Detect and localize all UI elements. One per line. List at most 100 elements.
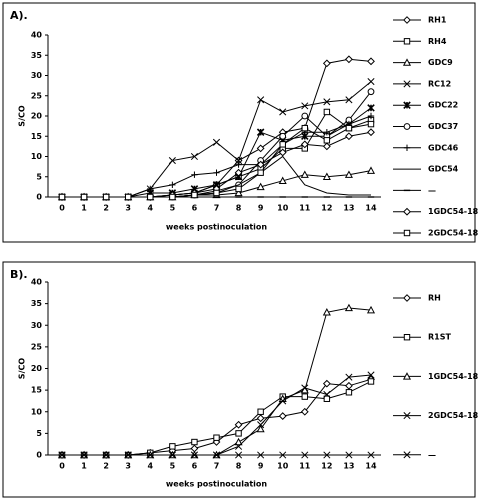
marker-shape bbox=[323, 451, 331, 459]
x-tick-label: 5 bbox=[170, 462, 176, 471]
data-point bbox=[256, 414, 265, 423]
data-point bbox=[58, 451, 66, 459]
marker-shape bbox=[402, 372, 412, 380]
data-point bbox=[234, 168, 243, 177]
marker-shape bbox=[257, 451, 265, 459]
data-point bbox=[344, 170, 353, 178]
marker-shape bbox=[403, 144, 411, 151]
y-tick-label: 25 bbox=[31, 342, 43, 351]
marker-shape bbox=[256, 182, 265, 191]
legend-marker bbox=[403, 16, 411, 24]
marker-shape bbox=[300, 170, 309, 178]
x-tick-label: 9 bbox=[258, 204, 264, 213]
legend-label: GDC22 bbox=[428, 101, 458, 110]
marker-shape bbox=[367, 104, 375, 112]
x-tick-label: 5 bbox=[170, 204, 176, 213]
marker-shape bbox=[403, 16, 411, 24]
data-point bbox=[323, 137, 331, 144]
marker-shape bbox=[366, 305, 376, 314]
data-point bbox=[58, 193, 66, 201]
marker-shape bbox=[367, 378, 375, 385]
data-point bbox=[345, 389, 353, 396]
data-point bbox=[367, 112, 375, 120]
marker-shape bbox=[322, 59, 331, 68]
marker-shape bbox=[58, 451, 66, 459]
y-axis-label: S/CO bbox=[18, 358, 27, 380]
data-point bbox=[345, 451, 353, 459]
y-tick-label: 15 bbox=[31, 386, 43, 395]
data-point bbox=[257, 451, 265, 459]
x-tick-label: 7 bbox=[214, 204, 220, 213]
x-tick-label: 6 bbox=[192, 462, 198, 471]
legend-marker bbox=[403, 123, 411, 130]
marker-shape bbox=[344, 170, 353, 178]
data-point bbox=[279, 451, 287, 459]
marker-shape bbox=[191, 171, 198, 178]
marker-shape bbox=[323, 108, 331, 116]
data-point bbox=[367, 378, 375, 385]
data-point bbox=[124, 451, 132, 459]
y-tick-label: 10 bbox=[31, 152, 43, 161]
x-tick-label: 3 bbox=[125, 462, 131, 471]
data-point bbox=[125, 193, 132, 201]
marker-shape bbox=[403, 101, 411, 109]
marker-shape bbox=[256, 414, 265, 423]
legend-marker bbox=[403, 334, 411, 341]
marker-shape bbox=[345, 381, 353, 390]
x-tick-label: 4 bbox=[147, 204, 153, 213]
data-point bbox=[235, 430, 242, 437]
legend-label: — bbox=[428, 186, 436, 195]
marker-shape bbox=[124, 451, 132, 459]
x-tick-label: 14 bbox=[365, 204, 377, 213]
marker-shape bbox=[367, 112, 375, 120]
data-point bbox=[344, 303, 353, 312]
marker-shape bbox=[213, 189, 220, 197]
marker-shape bbox=[235, 161, 242, 168]
legend-marker bbox=[403, 101, 411, 109]
data-point bbox=[147, 193, 154, 201]
data-point bbox=[102, 193, 110, 201]
data-point bbox=[300, 170, 309, 178]
data-point bbox=[256, 128, 265, 136]
series-line bbox=[62, 307, 372, 456]
marker-shape bbox=[278, 148, 287, 157]
x-tick-label: 10 bbox=[277, 462, 289, 471]
data-point bbox=[345, 381, 353, 390]
panel-frame bbox=[2, 2, 476, 243]
legend-marker bbox=[403, 412, 411, 420]
legend-label: GDC37 bbox=[428, 122, 458, 131]
marker-shape bbox=[345, 451, 353, 459]
marker-shape bbox=[367, 57, 375, 66]
legend-label: — bbox=[428, 450, 436, 459]
data-point bbox=[278, 176, 287, 184]
data-point bbox=[367, 88, 375, 96]
marker-shape bbox=[345, 373, 353, 381]
x-tick-label: 12 bbox=[321, 204, 332, 213]
data-point bbox=[169, 181, 176, 189]
x-tick-label: 6 bbox=[192, 204, 198, 213]
marker-shape bbox=[344, 303, 353, 312]
y-tick-label: 10 bbox=[31, 407, 43, 416]
marker-shape bbox=[191, 191, 198, 199]
x-tick-label: 4 bbox=[147, 462, 153, 471]
marker-shape bbox=[403, 38, 411, 45]
marker-shape bbox=[367, 120, 375, 128]
data-point bbox=[80, 193, 88, 201]
data-point bbox=[169, 193, 176, 201]
y-tick-label: 5 bbox=[36, 429, 42, 438]
marker-shape bbox=[301, 102, 309, 110]
x-tick-label: 0 bbox=[59, 204, 65, 213]
marker-shape bbox=[367, 78, 375, 86]
legend-marker bbox=[403, 451, 411, 459]
marker-shape bbox=[403, 229, 411, 237]
x-tick-label: 14 bbox=[365, 462, 377, 471]
y-tick-label: 35 bbox=[31, 299, 43, 308]
marker-shape bbox=[234, 168, 243, 177]
data-point bbox=[213, 189, 220, 197]
legend-label: 1GDC54-18 bbox=[428, 372, 478, 381]
marker-shape bbox=[125, 193, 132, 201]
legend-label: RH bbox=[428, 294, 441, 303]
y-tick-label: 40 bbox=[31, 278, 43, 287]
marker-shape bbox=[301, 112, 309, 120]
